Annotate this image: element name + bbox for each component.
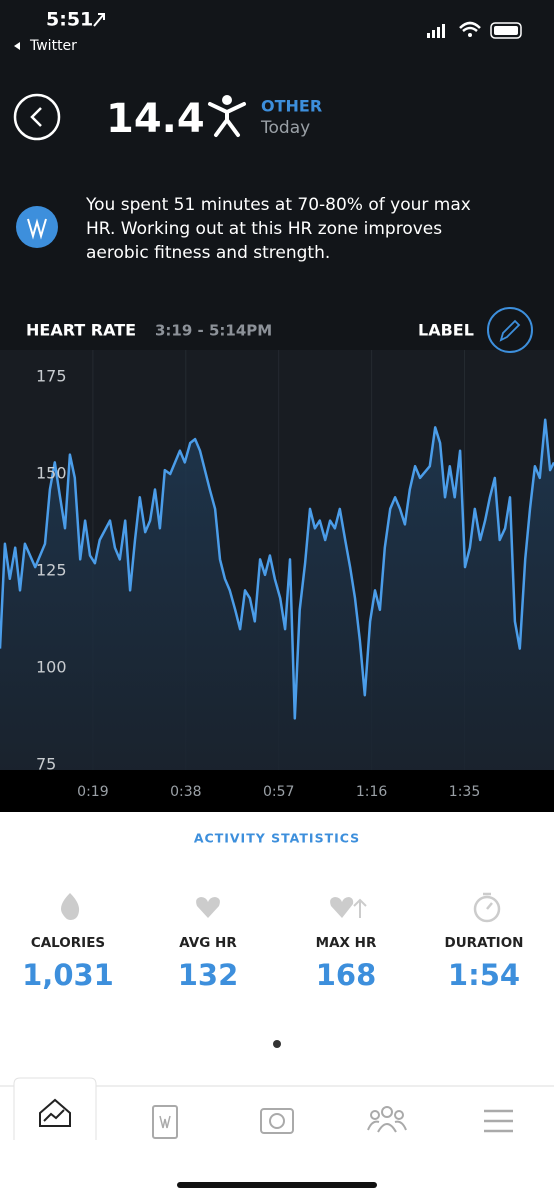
- stats-title: ACTIVITY STATISTICS: [194, 831, 360, 846]
- hr-line: [0, 418, 554, 720]
- back-arrow[interactable]: [14, 42, 20, 50]
- hr-area: [0, 419, 554, 770]
- journal-icon: [159, 1115, 171, 1129]
- wifi-dot: [468, 33, 472, 37]
- x-axis-strip: [0, 770, 554, 812]
- y-tick-label: 125: [36, 561, 67, 580]
- x-tick-label: 0:38: [170, 784, 201, 800]
- location-icon: [93, 13, 105, 27]
- page-dot: [273, 1040, 281, 1048]
- chart-title: HEART RATE: [26, 321, 136, 340]
- stat-label: MAX HR: [316, 935, 377, 951]
- back-chevron: [30, 107, 42, 127]
- calories-icon: [61, 893, 80, 920]
- y-tick-label: 175: [36, 367, 67, 386]
- stat-value: 1:54: [448, 958, 520, 992]
- menu-tab[interactable]: [484, 1109, 513, 1133]
- stat-label: AVG HR: [179, 935, 237, 951]
- duration-icon: [473, 895, 501, 923]
- stat-label: CALORIES: [31, 935, 105, 951]
- duration-hand: [483, 892, 493, 910]
- heart-rate-chart: 0:19 0:38 0:57 1:16 1:35 75 100 125 150 175: [0, 350, 554, 800]
- y-tick-label: 100: [36, 658, 67, 677]
- avg-hr-icon: [196, 897, 220, 918]
- activity-date: Today: [260, 118, 310, 138]
- battery-level: [494, 26, 518, 35]
- label-button-text[interactable]: LABEL: [418, 321, 474, 340]
- chart-time-range: 3:19 - 5:14PM: [155, 322, 272, 340]
- back-button[interactable]: [13, 93, 61, 141]
- label-button[interactable]: [487, 307, 533, 353]
- x-tick-label: 1:35: [449, 784, 480, 800]
- insight-line: HR. Working out at this HR zone improves: [86, 219, 442, 239]
- insight-line: You spent 51 minutes at 70-80% of your m…: [85, 195, 471, 215]
- stats-row: CALORIES 1,031 AVG HR 132 MAX HR 168 DURATION 1…: [22, 935, 523, 992]
- camera-tab[interactable]: [260, 1108, 294, 1134]
- signal-icon: [427, 24, 445, 38]
- pencil-icon: [499, 319, 521, 342]
- insight-icon: [16, 206, 58, 248]
- x-tick-label: 1:16: [356, 784, 388, 800]
- stat-value: 132: [178, 958, 239, 992]
- max-hr-icon: [330, 897, 354, 918]
- wifi-icon: [459, 21, 481, 32]
- home-icon: [39, 1098, 71, 1127]
- team-tab[interactable]: [367, 1106, 407, 1133]
- stat-value: 168: [316, 958, 377, 992]
- y-tick-label: 75: [36, 755, 56, 774]
- stat-value: 1,031: [22, 958, 114, 992]
- journal-tab[interactable]: [152, 1105, 178, 1139]
- x-tick-label: 0:19: [77, 784, 108, 800]
- stat-label: DURATION: [445, 935, 524, 951]
- activity-icon: [208, 95, 246, 137]
- x-tick-label: 0:57: [263, 784, 294, 800]
- insight-glyph: [27, 218, 47, 240]
- activity-type: OTHER: [261, 97, 322, 116]
- home-tab[interactable]: [13, 1077, 97, 1140]
- home-indicator: [177, 1182, 377, 1188]
- max-hr-arrow: [353, 898, 367, 918]
- battery: [490, 22, 522, 39]
- strain-score: 14.4: [106, 96, 205, 142]
- clock: 5:51: [46, 9, 93, 31]
- insight-line: aerobic fitness and strength.: [86, 243, 330, 263]
- back-app[interactable]: Twitter: [29, 38, 77, 54]
- y-tick-label: 150: [36, 464, 67, 483]
- camera-icon: [269, 1113, 285, 1129]
